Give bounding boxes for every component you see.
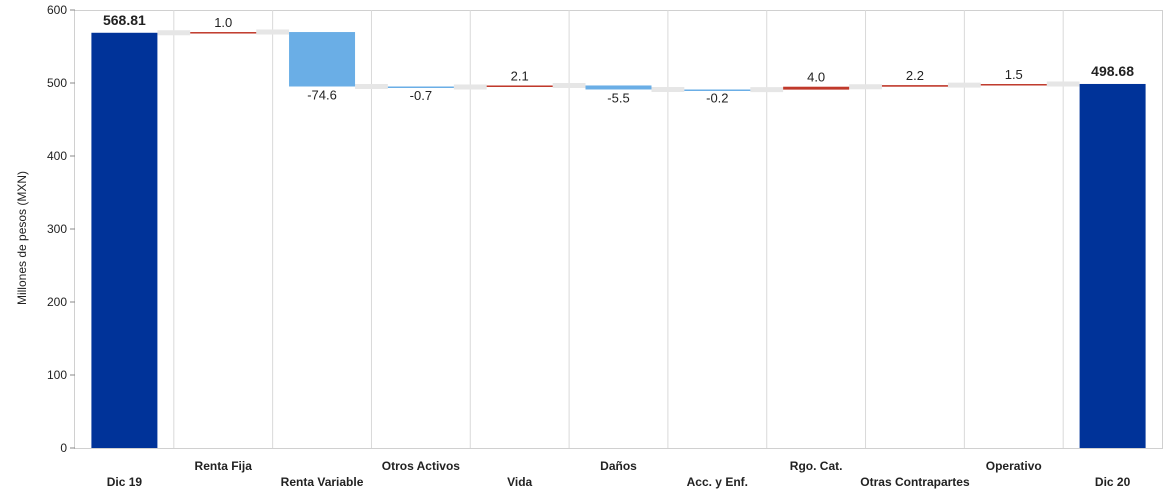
data-label: 1.0	[214, 15, 232, 30]
x-category-label: Daños	[600, 459, 637, 473]
data-labels: 568.81 1.0 -74.6 -0.7 2.1 -5.5 -0.2 4.0 2.2 1.5 49…	[103, 12, 1134, 106]
y-tick-label: 0	[60, 441, 67, 455]
x-category-label: Renta Variable	[281, 475, 364, 489]
bar-decrease	[387, 86, 454, 88]
x-category-label: Dic 19	[107, 475, 143, 489]
bars	[91, 32, 1146, 449]
data-label: 498.68	[1091, 63, 1134, 79]
grid-lines	[173, 10, 1064, 448]
data-label: 2.2	[906, 68, 924, 83]
bar-total	[1079, 83, 1146, 449]
plot-frame	[74, 10, 1163, 449]
x-axis-categories: Dic 19 Renta Fija Renta Variable Otros Acti…	[107, 459, 1131, 489]
x-category-label: Operativo	[986, 459, 1042, 473]
data-label: -74.6	[307, 87, 337, 102]
x-category-label: Rgo. Cat.	[790, 459, 843, 473]
data-label: -0.2	[706, 91, 728, 106]
bar-decrease	[289, 32, 356, 87]
data-label: 4.0	[807, 70, 825, 85]
data-label: 2.1	[511, 68, 529, 83]
bar-increase	[881, 85, 948, 87]
data-label: -5.5	[607, 90, 629, 105]
bar-increase	[190, 32, 257, 34]
data-label: -0.7	[410, 88, 432, 103]
data-label: 1.5	[1005, 67, 1023, 82]
y-tick-label: 500	[47, 76, 67, 90]
bar-increase	[486, 85, 553, 88]
y-tick-label: 400	[47, 149, 67, 163]
y-tick-label: 300	[47, 222, 67, 236]
x-category-label: Vida	[507, 475, 532, 489]
y-axis-title: Millones de pesos (MXN)	[15, 171, 29, 305]
x-category-label: Otras Contrapartes	[860, 475, 970, 489]
x-category-label: Otros Activos	[382, 459, 461, 473]
bar-decrease	[585, 85, 652, 90]
x-category-label: Dic 20	[1095, 475, 1131, 489]
y-tick-label: 600	[47, 3, 67, 17]
y-tick-label: 200	[47, 295, 67, 309]
data-label: 568.81	[103, 12, 146, 28]
bar-increase	[980, 84, 1047, 86]
bar-decrease	[684, 89, 751, 91]
x-category-label: Acc. y Enf.	[687, 475, 748, 489]
x-category-label: Renta Fija	[195, 459, 253, 473]
y-axis-ticks: 0 100 200 300 400 500 600	[47, 3, 75, 455]
bar-total	[91, 32, 158, 448]
y-tick-label: 100	[47, 368, 67, 382]
connector-lines	[157, 29, 1080, 93]
bar-increase	[783, 86, 850, 90]
